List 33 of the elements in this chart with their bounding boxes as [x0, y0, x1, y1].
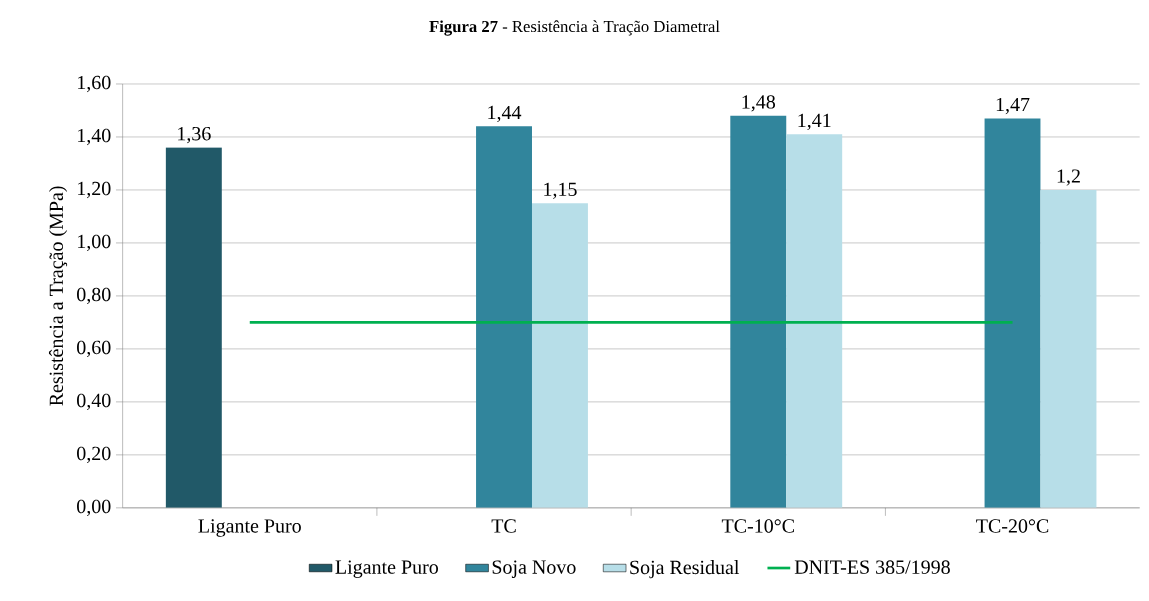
bar: [476, 126, 532, 508]
legend-label: DNIT-ES 385/1998: [794, 560, 950, 574]
y-tick-label: 0,80: [77, 287, 111, 305]
legend-label: Ligante Puro: [335, 560, 439, 578]
bar: [165, 147, 222, 508]
data-label: 1,2: [1057, 169, 1080, 186]
x-tick-label: TC-20°C: [976, 519, 1049, 533]
legend-label: Soja Novo: [492, 560, 576, 578]
y-tick-label: 1,40: [78, 128, 111, 146]
y-tick-label: 0,20: [77, 446, 111, 463]
bar: [730, 115, 787, 508]
y-tick-label: 0,60: [77, 340, 111, 358]
bar: [531, 203, 588, 508]
x-tick-label: TC: [491, 519, 516, 533]
bar: [984, 118, 1041, 508]
data-label: 1,48: [742, 95, 776, 112]
x-tick-label: Ligante Puro: [198, 519, 301, 537]
y-tick-label: 0,40: [77, 393, 111, 410]
y-axis-title: Resistência a Tração (MPa): [48, 186, 68, 406]
data-label: 1,41: [798, 113, 831, 130]
y-tick-label: 1,60: [78, 75, 111, 93]
bar: [786, 134, 843, 508]
data-label: 1,36: [178, 126, 211, 144]
y-tick-label: 1,00: [78, 234, 111, 252]
data-label: 1,47: [996, 97, 1030, 115]
y-tick-label: 0,00: [77, 499, 111, 516]
x-tick-label: TC-10°C: [721, 519, 794, 533]
data-label: 1,15: [544, 182, 577, 199]
chart-title: Figura 27 - Resistência à Tração Diametral: [429, 20, 720, 36]
y-tick-label: 1,20: [78, 181, 111, 199]
bar: [1040, 189, 1097, 508]
data-label: 1,44: [488, 105, 522, 123]
legend-label: Soja Residual: [630, 560, 740, 579]
